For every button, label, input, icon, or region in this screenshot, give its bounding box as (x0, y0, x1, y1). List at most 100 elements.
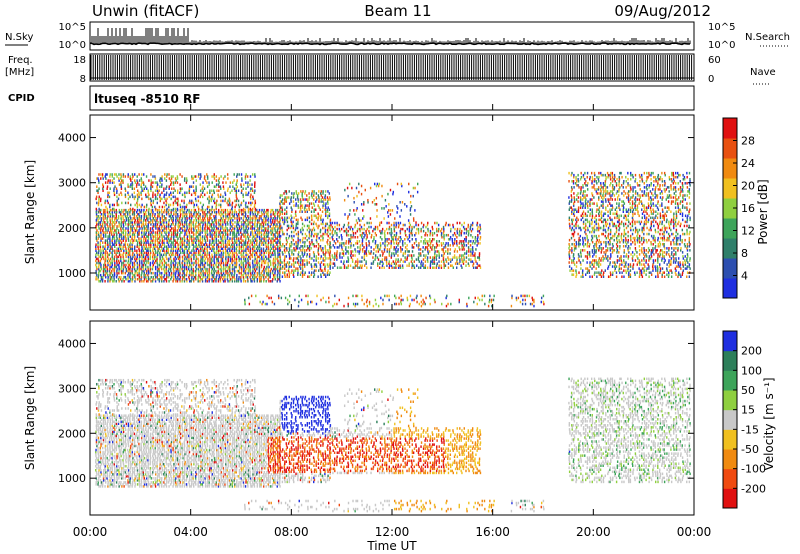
power-cell (115, 210, 118, 214)
power-cell (218, 233, 220, 236)
power-cell (111, 245, 113, 248)
power-cell (106, 210, 109, 214)
power-cell (395, 242, 398, 245)
power-cell (130, 259, 132, 263)
power-cell (278, 230, 281, 234)
power-cell (198, 273, 200, 277)
power-cell (294, 269, 297, 272)
power-cell (124, 233, 127, 236)
power-cell (443, 262, 445, 265)
power-cell (168, 267, 170, 271)
power-cell (227, 279, 229, 283)
power-cell (329, 232, 331, 236)
power-cell (372, 229, 374, 233)
power-cell (191, 175, 193, 178)
power-cell (143, 212, 146, 216)
power-cell (408, 240, 411, 243)
power-cell (133, 233, 136, 236)
power-cell (222, 277, 224, 281)
power-cell (136, 221, 138, 224)
power-cell (179, 237, 182, 240)
power-cell (169, 191, 172, 195)
power-cell (194, 197, 197, 201)
power-cell (254, 231, 256, 234)
power-cell (168, 187, 170, 190)
power-cell (198, 233, 200, 236)
power-cell (230, 217, 233, 220)
power-cell (109, 257, 112, 261)
power-cell (143, 245, 145, 248)
power-cell (429, 266, 432, 269)
power-cell (318, 245, 320, 248)
power-cell (168, 212, 170, 216)
power-cell (354, 231, 357, 235)
power-cell (261, 257, 263, 261)
power-cell (379, 242, 382, 245)
power-cell (240, 208, 243, 212)
power-cell (179, 208, 181, 212)
power-cell (147, 247, 149, 251)
power-cell (281, 226, 283, 230)
power-cell (211, 239, 214, 242)
power-cell (144, 185, 147, 188)
freq-tick-top: 18 (73, 55, 86, 66)
power-cell (170, 261, 172, 265)
power-cell (238, 247, 241, 251)
power-cell (179, 191, 181, 195)
power-cell (347, 250, 349, 253)
power-cell (201, 241, 203, 244)
power-cell (220, 261, 223, 265)
power-cell (101, 175, 104, 178)
power-cell (363, 246, 365, 249)
power-cell (254, 223, 256, 226)
power-cell (178, 273, 181, 277)
power-cell (201, 277, 203, 281)
power-cell (249, 263, 251, 267)
power-cell (109, 229, 112, 232)
power-cell (113, 193, 116, 197)
power-cell (435, 258, 438, 261)
power-cell (306, 259, 308, 262)
power-cell (282, 253, 284, 256)
power-cell (197, 199, 200, 203)
power-cell (98, 199, 100, 203)
power-cell (426, 256, 429, 259)
power-cell (243, 243, 245, 246)
power-cell (236, 197, 238, 201)
power-cell (245, 231, 247, 234)
power-cell (170, 263, 172, 267)
power-cell (154, 273, 156, 277)
power-cell (225, 251, 227, 255)
power-cell (167, 259, 170, 263)
power-cell (167, 235, 170, 238)
power-cell (269, 210, 272, 214)
power-cell (312, 202, 315, 205)
power-cell (258, 243, 261, 246)
power-cell (202, 229, 204, 232)
power-cell (238, 233, 240, 236)
power-cell (441, 235, 443, 239)
power-cell (418, 248, 420, 251)
power-cell (218, 261, 220, 265)
power-cell (150, 231, 152, 234)
power-cell (140, 210, 142, 214)
power-cell (199, 189, 202, 193)
power-cell (197, 237, 199, 240)
power-cell (163, 210, 165, 214)
power-cell (267, 233, 269, 236)
power-cell (411, 264, 413, 267)
power-cell (174, 253, 177, 257)
power-cell (211, 237, 214, 240)
power-cell (351, 227, 354, 231)
power-cell (215, 225, 217, 228)
power-cell (136, 251, 138, 255)
power-cell (336, 266, 339, 269)
power-cell (341, 248, 343, 251)
power-cell (207, 263, 209, 267)
power-cell (423, 240, 425, 243)
power-cell (149, 241, 152, 244)
power-cell (255, 251, 258, 255)
power-cell (173, 277, 175, 281)
power-cell (308, 196, 311, 199)
power-cell (218, 273, 220, 277)
